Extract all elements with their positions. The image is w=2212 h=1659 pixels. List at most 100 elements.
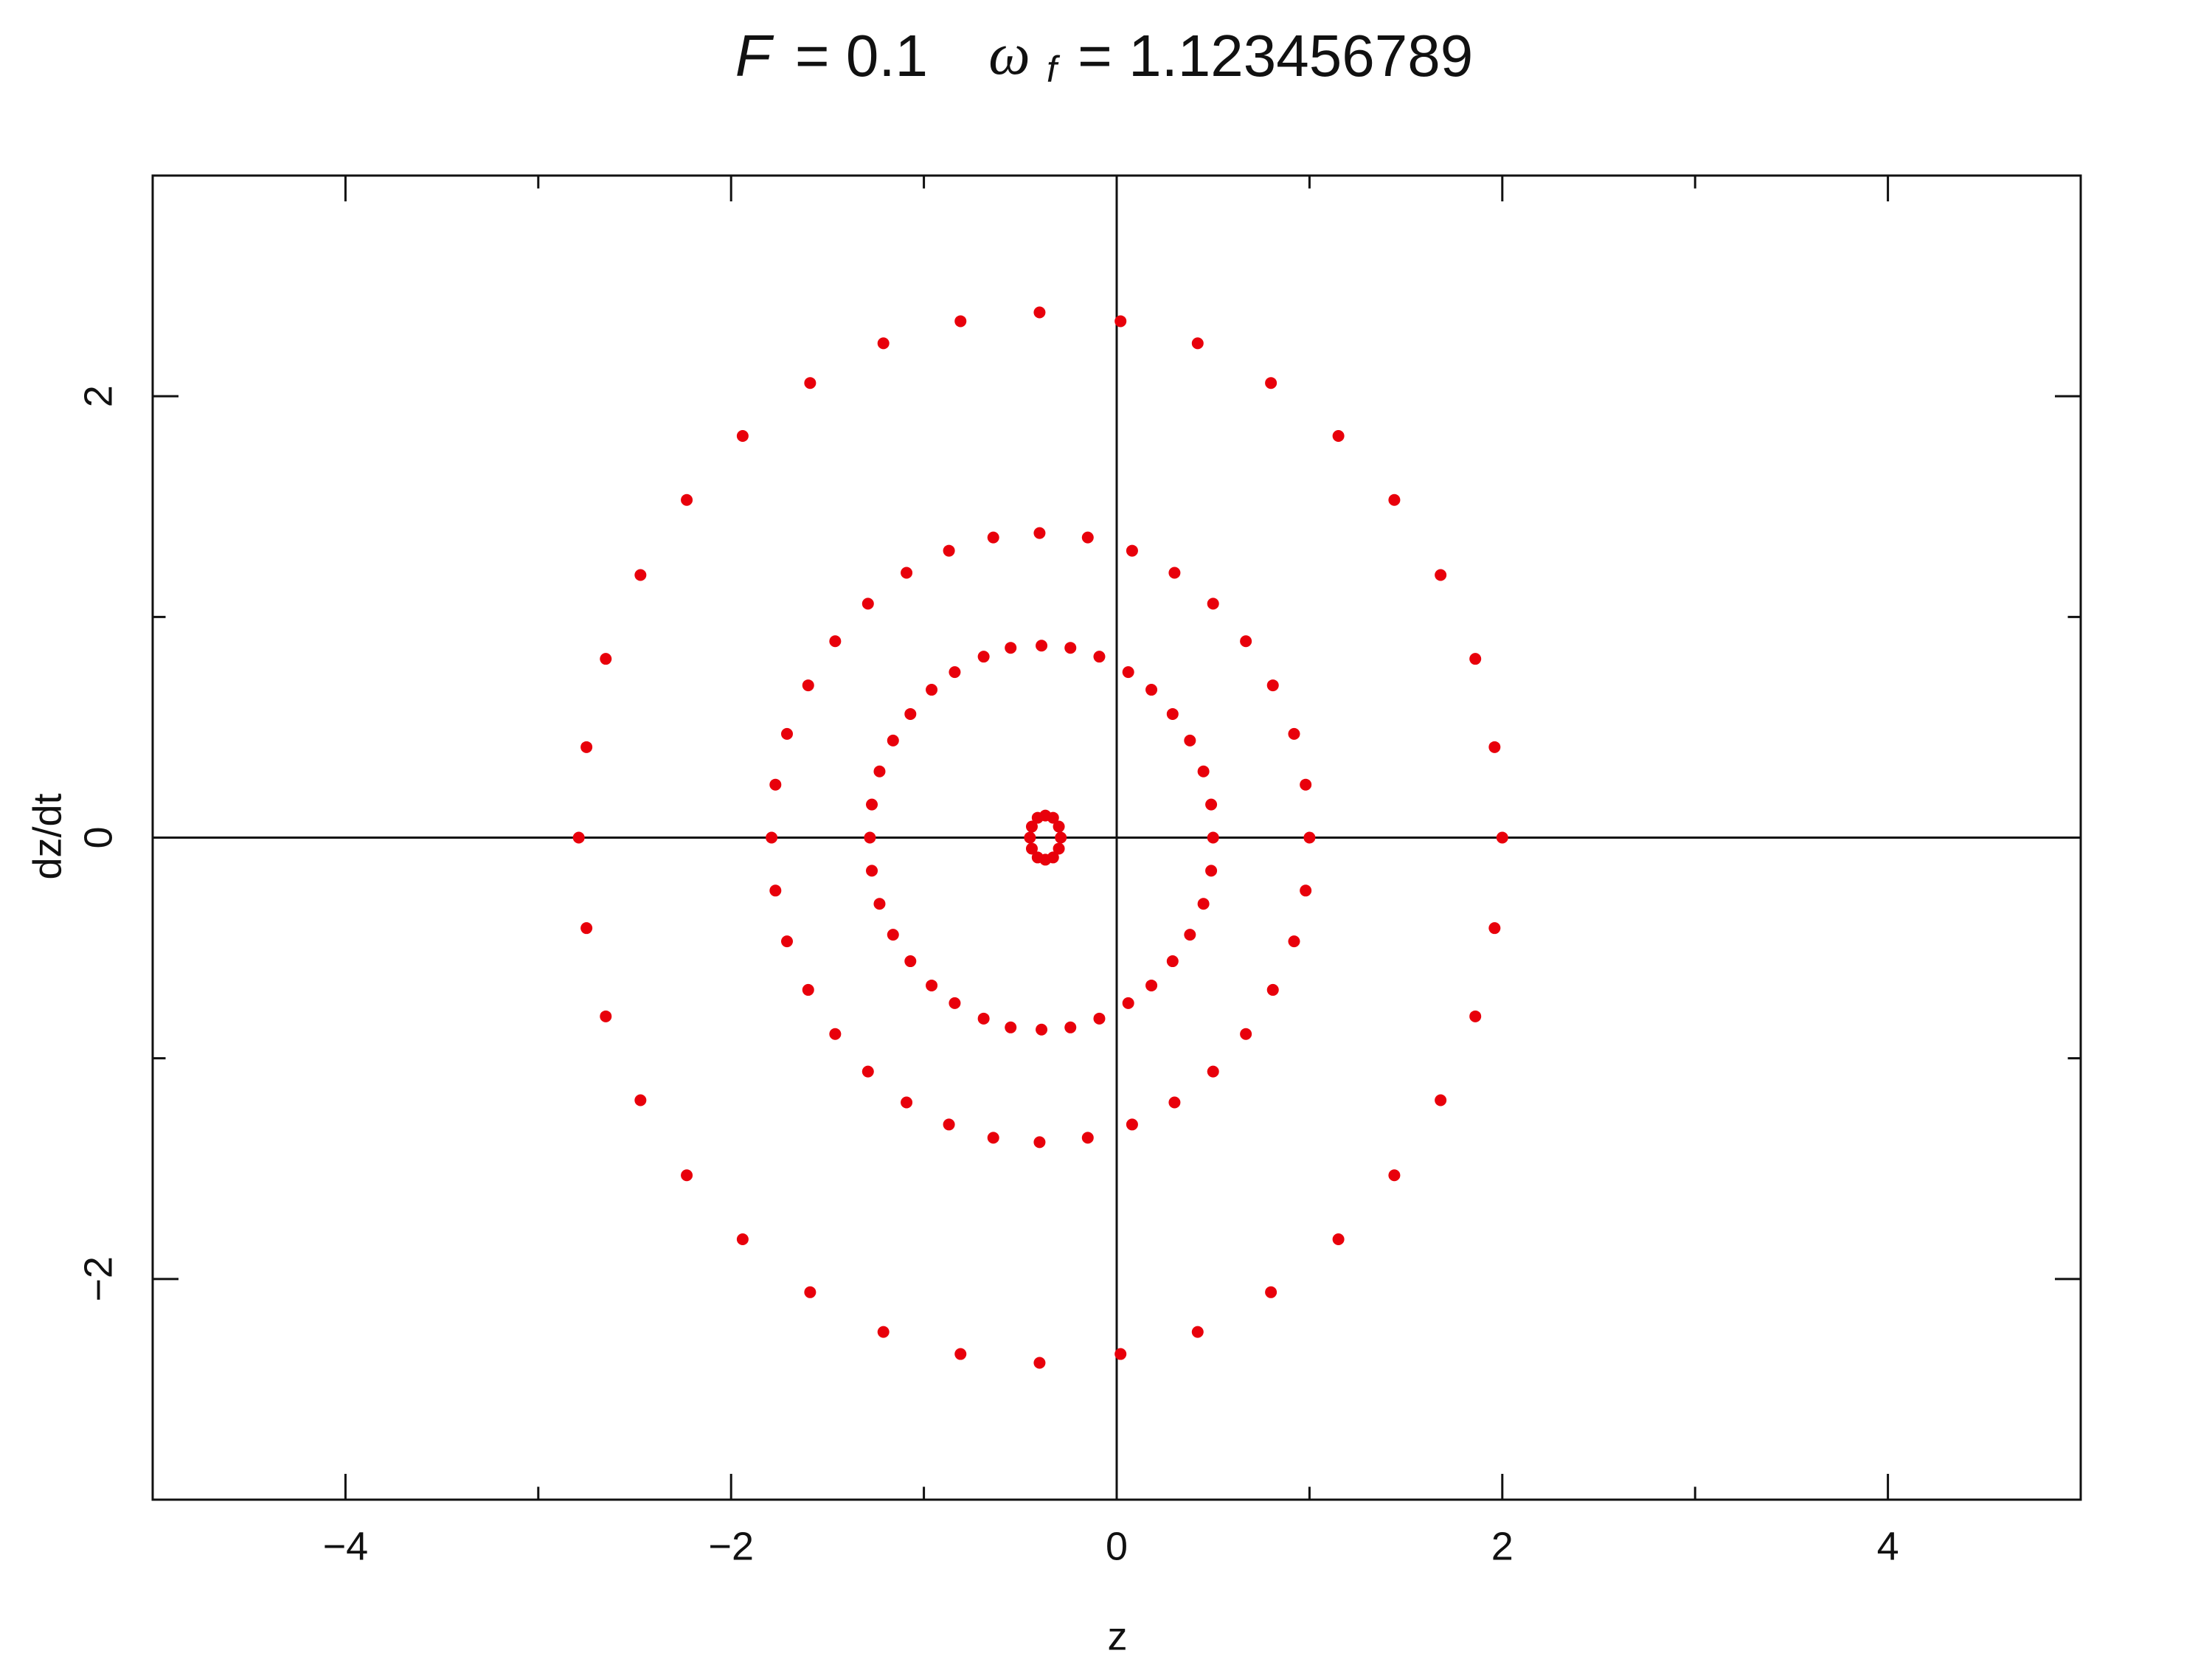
point [1047,851,1059,864]
point [866,798,878,811]
point [1145,684,1158,696]
point [802,983,814,996]
point [1053,820,1065,833]
point [1300,778,1312,791]
point [1036,640,1048,652]
point [634,1094,647,1106]
point [949,997,961,1009]
point [766,831,778,844]
point [1288,727,1300,740]
point [580,922,593,935]
point [1265,1286,1277,1298]
plot-frame [151,174,2082,1501]
title-part: = 0.1 [795,23,928,89]
point [600,1010,612,1022]
point [1197,898,1210,910]
point [1031,811,1044,824]
point [580,741,593,753]
point [866,865,878,877]
point [1332,430,1345,443]
point [736,1233,749,1245]
point [1055,831,1067,844]
point [1081,531,1094,544]
point [1033,1136,1046,1149]
point [1300,884,1312,897]
point [1168,1096,1181,1109]
point [1207,831,1219,844]
point [1435,569,1447,581]
point [1036,1023,1048,1036]
point [926,684,938,696]
point [904,707,917,720]
point [987,1132,999,1144]
point [1025,820,1038,833]
point [877,1326,890,1338]
point [877,337,890,350]
point [634,569,647,581]
point [1191,337,1204,350]
point [1064,1021,1077,1033]
point [1197,765,1210,777]
point [1496,831,1508,844]
point [1093,1012,1106,1025]
point [1488,741,1501,753]
point [1064,642,1077,654]
point [1005,642,1017,654]
point [681,493,693,506]
y-tick-label: 2 [76,385,120,407]
point [1207,598,1219,610]
point [926,979,938,991]
point [1166,955,1179,968]
point [987,531,999,544]
point [802,679,814,692]
point [1114,315,1127,328]
point [1205,865,1218,877]
point [1205,798,1218,811]
point [1145,979,1158,991]
point [861,1065,874,1078]
point [1469,1010,1482,1022]
title-part: ω [988,22,1030,87]
point [1122,997,1134,1009]
x-axis-label: z [1108,1614,1128,1658]
point [681,1169,693,1182]
point [572,831,585,844]
point [1265,377,1277,389]
point [1488,922,1501,935]
point [1191,1326,1204,1338]
point [829,1028,842,1040]
point [977,1012,990,1025]
point [804,377,817,389]
point [1126,1118,1138,1131]
point [954,315,967,328]
point [887,734,899,747]
point [1240,1028,1252,1040]
point [1469,653,1482,665]
point [887,929,899,941]
chart-title: F = 0.1 ω f = 1.123456789 [735,22,1473,100]
x-tick-label: −4 [323,1524,369,1568]
point [1166,707,1179,720]
x-tick-label: 4 [1877,1524,1899,1568]
point [1005,1021,1017,1033]
point [1081,1132,1094,1144]
title-part: F [735,23,774,89]
point [1266,679,1279,692]
point [1126,544,1138,557]
point [1207,1065,1219,1078]
point [1288,935,1300,948]
point [1388,1169,1401,1182]
point [943,544,955,557]
point [861,598,874,610]
point [1033,306,1046,319]
point [949,666,961,679]
point [769,884,782,897]
point [1093,651,1106,663]
point [1168,567,1181,579]
title-part: f [1047,49,1061,90]
y-tick-label: 0 [76,826,120,848]
point [600,653,612,665]
point [804,1286,817,1298]
